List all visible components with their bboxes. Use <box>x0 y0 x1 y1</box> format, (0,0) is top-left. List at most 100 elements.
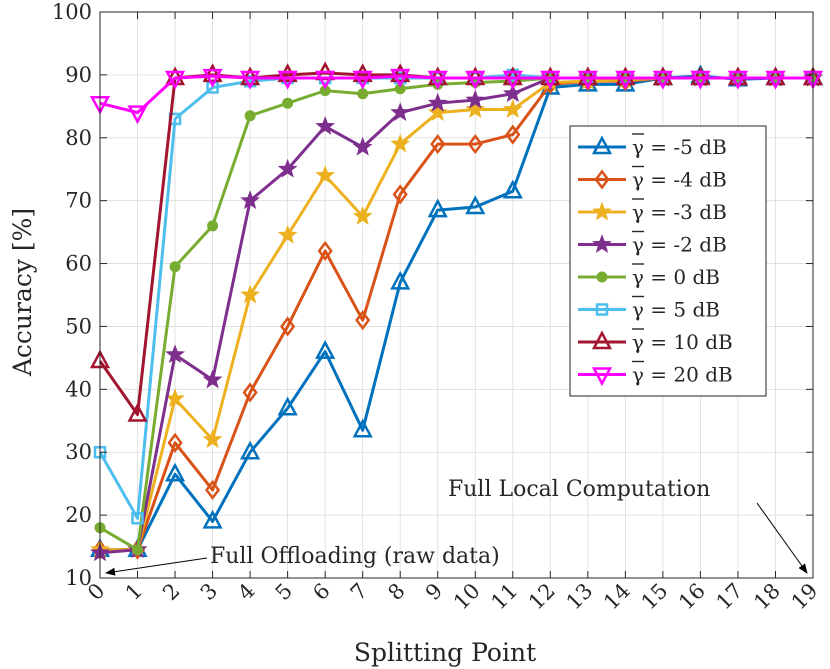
data-point <box>652 70 673 90</box>
x-tick-label: 10 <box>449 579 485 615</box>
data-point <box>282 97 294 109</box>
data-point <box>594 169 610 190</box>
x-axis-label: Splitting Point <box>354 638 536 667</box>
data-point <box>427 70 448 90</box>
data-point <box>169 261 181 273</box>
legend-entry: γ = -4 dB <box>578 165 727 192</box>
x-tick-label: 7 <box>346 579 372 605</box>
y-tick-label: 30 <box>65 440 92 464</box>
data-point <box>242 382 258 403</box>
y-tick-label: 40 <box>65 377 92 401</box>
data-point <box>465 70 486 90</box>
annotation-full-offloading: Full Offloading (raw data) <box>210 544 500 569</box>
legend-entry: γ = 10 dB <box>578 328 733 354</box>
data-point <box>430 133 446 155</box>
data-point <box>240 190 261 210</box>
data-point <box>277 396 298 416</box>
x-tick-label: 5 <box>271 579 297 605</box>
y-tick-label: 50 <box>65 314 92 338</box>
data-point <box>280 316 296 337</box>
data-point <box>577 70 598 90</box>
data-point <box>727 70 749 90</box>
legend-label: γ = 20 dB <box>632 363 733 387</box>
x-tick-label: 18 <box>749 579 785 615</box>
plot-series <box>89 61 824 562</box>
legend-label: γ = 5 dB <box>632 298 720 322</box>
y-tick-label: 20 <box>65 503 92 527</box>
data-point <box>352 205 373 225</box>
legend-entry: γ = 20 dB <box>578 360 733 387</box>
data-point <box>592 234 612 253</box>
data-point <box>615 70 636 90</box>
x-tick-label: 2 <box>158 579 184 605</box>
y-tick-label: 70 <box>65 189 92 213</box>
legend-label: γ = -2 dB <box>632 233 727 257</box>
data-point <box>240 70 261 90</box>
data-point <box>355 310 371 331</box>
x-tick-label: 16 <box>674 579 710 615</box>
data-point <box>390 270 411 290</box>
data-point <box>277 63 298 83</box>
y-tick-label: 80 <box>65 126 92 150</box>
data-point <box>357 88 369 100</box>
data-point <box>132 544 144 556</box>
x-tick-label: 13 <box>562 579 598 615</box>
data-point <box>352 136 373 156</box>
data-point <box>591 330 613 350</box>
data-point <box>315 339 336 359</box>
data-point <box>167 432 183 453</box>
data-point <box>390 102 411 122</box>
data-point <box>591 367 613 387</box>
data-point <box>427 92 448 112</box>
data-point <box>502 179 523 199</box>
data-point <box>207 220 219 232</box>
data-point <box>244 110 256 122</box>
x-tick-label: 11 <box>486 579 522 615</box>
series-7 <box>89 68 824 125</box>
data-point <box>465 99 486 118</box>
data-point <box>131 512 144 525</box>
data-point <box>165 344 185 364</box>
data-point <box>240 440 261 460</box>
x-tick-label: 12 <box>524 579 560 615</box>
y-tick-label: 60 <box>65 252 92 276</box>
x-tick-label: 1 <box>121 579 147 605</box>
data-point <box>392 184 408 205</box>
data-point <box>205 479 221 501</box>
data-point <box>596 271 608 283</box>
x-tick-label: 19 <box>787 579 823 615</box>
data-point <box>502 99 523 118</box>
legend-entry: γ = 5 dB <box>578 295 720 322</box>
x-tick-label: 6 <box>308 579 334 605</box>
legend-label: γ = -5 dB <box>632 135 727 159</box>
annotation-arrow <box>756 502 808 574</box>
annotation-full-local: Full Local Computation <box>448 477 710 502</box>
data-point <box>277 70 298 90</box>
data-point <box>591 135 613 155</box>
data-point <box>202 63 223 83</box>
axes <box>99 11 814 579</box>
legend-entry: γ = -5 dB <box>578 133 727 159</box>
legend: γ = -5 dB γ = -4 dB γ = -3 dB γ = -2 dB γ = … <box>569 125 767 397</box>
legend-entry: γ = -3 dB <box>578 198 727 224</box>
data-point <box>317 240 333 262</box>
legend-box <box>569 125 767 397</box>
data-point <box>540 70 561 90</box>
data-point <box>164 462 186 482</box>
y-tick-label: 90 <box>65 63 92 87</box>
data-point <box>315 70 336 90</box>
x-tick-label: 9 <box>421 579 447 605</box>
legend-label: γ = 0 dB <box>632 265 720 289</box>
data-point <box>202 68 223 88</box>
data-point <box>427 102 448 122</box>
data-point <box>502 70 523 90</box>
y-tick-label: 100 <box>52 0 92 24</box>
y-axis-label: Accuracy [%] <box>8 208 37 377</box>
data-point <box>277 224 298 244</box>
series-line <box>99 74 813 115</box>
data-point <box>465 89 486 109</box>
x-tick-label: 14 <box>599 579 635 615</box>
data-point <box>352 63 373 83</box>
data-point <box>127 105 148 125</box>
x-tick-label: 8 <box>383 579 409 605</box>
